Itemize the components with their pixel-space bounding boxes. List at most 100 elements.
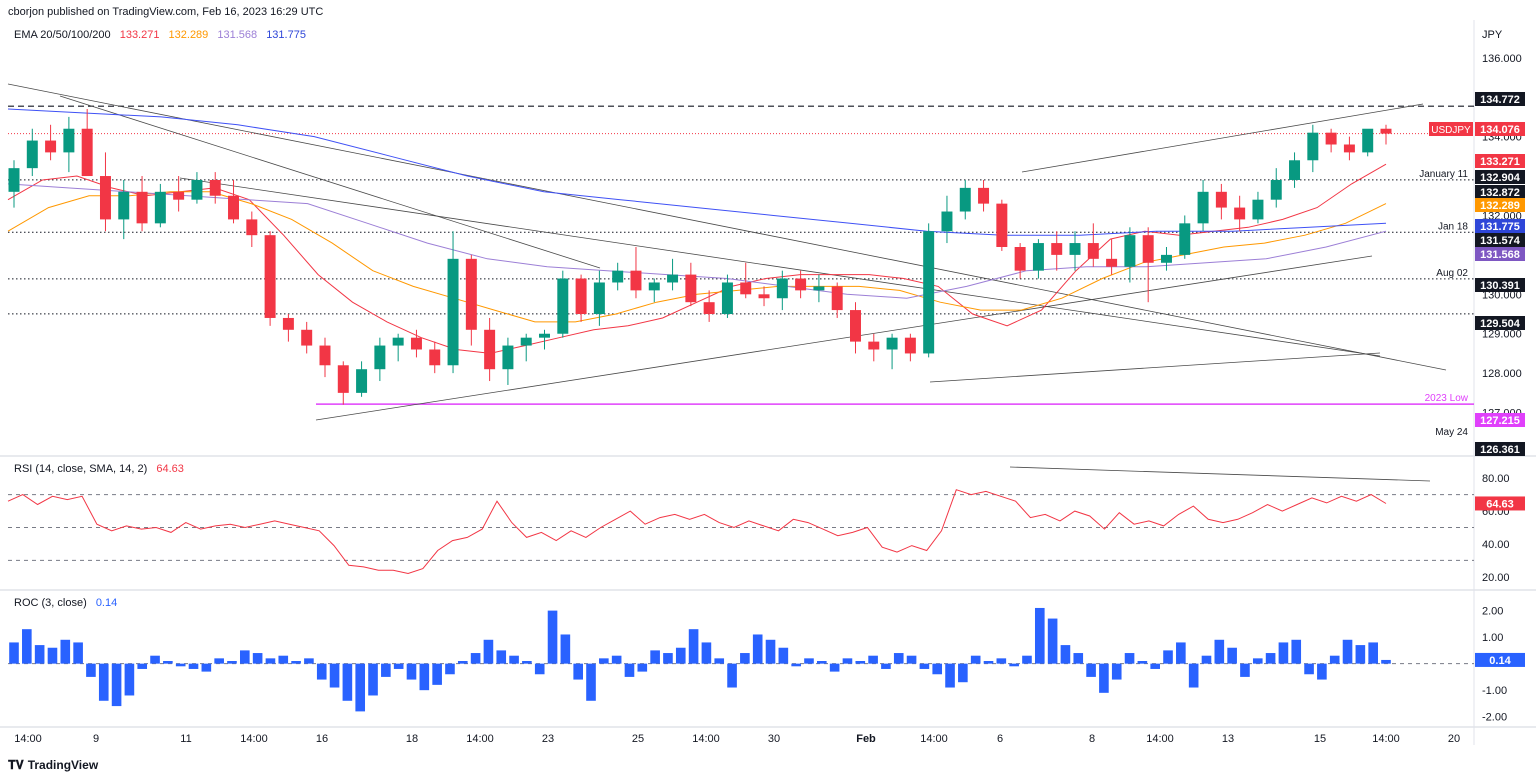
roc-bar (855, 661, 866, 664)
candle-body (667, 274, 679, 283)
roc-bar (252, 653, 263, 664)
candle-body (246, 219, 258, 236)
roc-bar (355, 663, 366, 712)
candle-body (173, 191, 185, 200)
candle-body (868, 341, 880, 350)
roc-bar (265, 658, 276, 664)
time-tick: 14:00 (466, 733, 494, 745)
roc-bar (701, 642, 712, 664)
candle-body (374, 345, 386, 370)
roc-bar (637, 663, 648, 672)
roc-bar (1304, 663, 1314, 675)
roc-pane: 2.00 1.00 -1.00 -2.00 0.14 (8, 606, 1525, 724)
candle-body (447, 258, 459, 366)
roc-bar (278, 655, 289, 664)
roc-bar (1022, 655, 1032, 664)
candle-body (502, 345, 514, 370)
trendline (7, 83, 1447, 371)
time-axis[interactable]: 14:00 9 11 14:00 16 18 14:00 23 25 14:00 30 Feb 14:0… (14, 733, 1460, 745)
roc-bar (1099, 663, 1109, 693)
candle-body (1252, 199, 1264, 220)
roc-bar (599, 658, 609, 664)
roc-bar (945, 663, 955, 688)
candle-body (1014, 247, 1026, 271)
roc-bar (1355, 645, 1366, 664)
candle-body (813, 286, 825, 291)
time-tick: 13 (1222, 733, 1234, 745)
price-tag-bg (1475, 278, 1525, 292)
tradingview-logo-icon: 𝐓𝐕 (8, 758, 24, 772)
candle-body (26, 140, 38, 169)
roc-bar (483, 639, 494, 664)
roc-bar (740, 653, 750, 664)
roc-bar (547, 610, 558, 664)
candlesticks (8, 109, 1392, 405)
candle-body (99, 176, 111, 220)
trendline (315, 255, 1373, 421)
candle-body (81, 128, 93, 177)
candle-body (1270, 179, 1282, 200)
time-tick: 15 (1314, 733, 1326, 745)
roc-bar (573, 663, 583, 680)
price-tick: 136.000 (1482, 53, 1522, 65)
time-tick: 6 (997, 733, 1003, 745)
roc-bar (534, 663, 545, 675)
rsi-line (7, 489, 1387, 575)
level-label: January 11 (1419, 169, 1468, 180)
price-tag-bg (1475, 198, 1525, 212)
ema50-value: 132.289 (168, 29, 209, 41)
last-price-label-bg (1429, 122, 1473, 136)
price-tag-bg (1475, 219, 1525, 233)
roc-bar (688, 629, 699, 664)
candle-body (209, 179, 221, 196)
candle-body (539, 333, 550, 338)
tradingview-logo[interactable]: 𝐓𝐕 TradingView (8, 758, 98, 773)
roc-bar (509, 655, 519, 664)
time-tick: 30 (768, 733, 780, 745)
roc-bar (919, 663, 930, 669)
time-tick: 23 (542, 733, 554, 745)
roc-bar (958, 663, 968, 683)
price-tag-bg (1475, 233, 1525, 247)
candle-body (301, 329, 313, 346)
candle-body (557, 278, 569, 334)
last-price-tag-bg (1475, 122, 1525, 136)
candle-body (648, 282, 660, 291)
price-tag: 132.872 (1480, 187, 1520, 199)
roc-bar (329, 663, 340, 688)
roc-bar (1240, 663, 1250, 677)
ema-legend[interactable]: EMA 20/50/100/200 133.271 132.289 131.56… (14, 29, 306, 41)
price-tag-bg (1475, 316, 1525, 330)
candle-body (575, 278, 587, 315)
roc-bar (1227, 647, 1237, 664)
rsi-tick: 80.00 (1482, 473, 1510, 485)
candle-body (356, 369, 368, 393)
rsi-legend[interactable]: RSI (14, close, SMA, 14, 2) 64.63 (14, 463, 184, 475)
level-label: May 24 (1435, 427, 1468, 438)
time-tick: 14:00 (14, 733, 42, 745)
roc-bar (457, 661, 468, 664)
roc-bar (1111, 663, 1122, 680)
roc-value-tag: 0.14 (1489, 655, 1511, 667)
roc-bar (175, 663, 186, 667)
time-tick: 14:00 (1146, 733, 1174, 745)
roc-legend[interactable]: ROC (3, close) 0.14 (14, 597, 117, 609)
candle-body (520, 337, 532, 346)
level-label: Aug 02 (1436, 268, 1468, 279)
price-tag: 132.904 (1480, 172, 1521, 184)
time-tick: 25 (632, 733, 644, 745)
price-tag: 131.568 (1480, 249, 1520, 261)
candle-body (1362, 128, 1374, 153)
candle-body (758, 294, 770, 299)
roc-bar (1060, 645, 1071, 664)
price-tag-bg (1475, 185, 1525, 199)
roc-bar (1201, 655, 1212, 664)
candle-body (1179, 223, 1191, 255)
time-tick: 16 (316, 733, 328, 745)
roc-bar (804, 658, 814, 664)
candle-body (850, 310, 861, 342)
ema-line-ema200 (7, 108, 1387, 236)
roc-legend-title: ROC (3, close) (14, 597, 87, 609)
